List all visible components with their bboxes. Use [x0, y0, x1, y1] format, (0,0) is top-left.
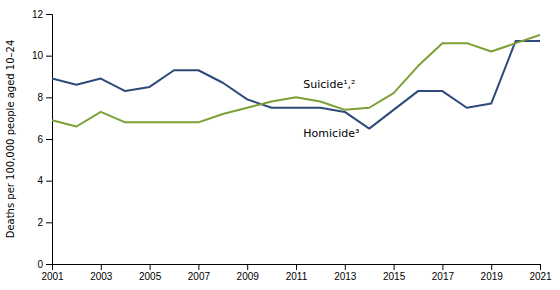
- tick: 2013: [334, 264, 357, 282]
- tick: 2021: [529, 264, 552, 282]
- tick-mark: [46, 139, 52, 140]
- tick-mark: [46, 181, 52, 182]
- line: [52, 41, 540, 128]
- tick-label: 2017: [432, 271, 455, 282]
- tick-label: 12: [32, 9, 44, 20]
- tick-label: 0: [37, 259, 43, 270]
- tick: 8: [37, 92, 52, 103]
- tick: 12: [32, 9, 52, 20]
- tick: 2019: [481, 264, 504, 282]
- tick-label: 2: [37, 217, 43, 228]
- tick-mark: [247, 264, 248, 270]
- axis-title: Deaths per 100,000 people aged 10–24: [5, 40, 16, 239]
- tick-mark: [394, 264, 395, 270]
- chart: 2001 2003 2005 2007 2009 2011 2013 2015 2017 2019…: [0, 0, 560, 290]
- tick-label: 2015: [383, 271, 406, 282]
- tick-mark: [46, 97, 52, 98]
- tick-mark: [540, 264, 541, 270]
- annotation: Homicide³: [303, 127, 359, 140]
- tick: 2017: [432, 264, 455, 282]
- tick: 0: [37, 259, 52, 270]
- tick: 2005: [139, 264, 162, 282]
- tick-label: 2005: [139, 271, 162, 282]
- tick-mark: [46, 14, 52, 15]
- tick-label: 4: [37, 175, 43, 186]
- line: [52, 35, 540, 127]
- annotation: Suicide¹,²: [303, 78, 355, 91]
- tick: 2007: [188, 264, 211, 282]
- tick-mark: [442, 264, 443, 270]
- axis-domain: [53, 265, 541, 271]
- y-axis: 0 2 4 6 8 10 12: [32, 9, 53, 270]
- axis-domain: [46, 15, 53, 265]
- plot-area: [52, 35, 540, 129]
- tick: 2011: [286, 264, 308, 282]
- annotations: Suicide¹,² Homicide³: [303, 78, 359, 140]
- tick-label: 2003: [90, 271, 113, 282]
- tick-mark: [101, 264, 102, 270]
- tick-label: 2001: [41, 271, 64, 282]
- tick-mark: [46, 222, 52, 223]
- tick-mark: [150, 264, 151, 270]
- tick-label: 6: [37, 134, 43, 145]
- tick-label: 2021: [529, 271, 552, 282]
- tick: 2: [37, 217, 52, 228]
- tick-label: 10: [32, 50, 44, 61]
- tick-mark: [296, 264, 297, 270]
- tick-label: 8: [37, 92, 43, 103]
- tick: 10: [32, 50, 52, 61]
- x-axis: 2001 2003 2005 2007 2009 2011 2013 2015 2017 2019…: [41, 264, 552, 282]
- tick: 6: [37, 134, 52, 145]
- tick-label: 2013: [334, 271, 357, 282]
- tick-label: 2009: [237, 271, 260, 282]
- tick-label: 2007: [188, 271, 211, 282]
- tick-mark: [198, 264, 199, 270]
- tick-mark: [46, 264, 52, 265]
- tick-label: 2011: [286, 271, 308, 282]
- tick: 2009: [237, 264, 260, 282]
- tick-mark: [345, 264, 346, 270]
- tick: 2015: [383, 264, 406, 282]
- tick-mark: [46, 56, 52, 57]
- tick: 2001: [41, 264, 64, 282]
- tick: 2003: [90, 264, 113, 282]
- tick-mark: [491, 264, 492, 270]
- tick: 4: [37, 175, 52, 186]
- tick-label: 2019: [481, 271, 504, 282]
